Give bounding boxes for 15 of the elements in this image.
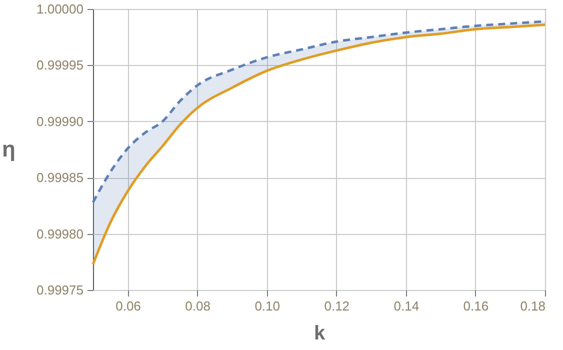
x-axis-title: k bbox=[314, 322, 326, 344]
y-tick-label: 0.99990 bbox=[36, 114, 84, 129]
x-tick-label: 0.14 bbox=[394, 298, 420, 314]
x-tick-label: 0.10 bbox=[254, 298, 280, 314]
y-tick-label: 1.00000 bbox=[36, 2, 84, 16]
y-tick-label: 0.99985 bbox=[36, 170, 84, 186]
y-tick-label: 0.99980 bbox=[36, 226, 84, 242]
y-tick-label: 0.99995 bbox=[36, 58, 84, 73]
x-tick-label: 0.16 bbox=[463, 298, 489, 314]
x-tick-label: 0.18 bbox=[520, 298, 546, 314]
y-axis-title: η bbox=[2, 136, 16, 162]
x-tick-label: 0.12 bbox=[324, 298, 350, 314]
x-tick-label: 0.06 bbox=[116, 298, 141, 314]
x-tick-label: 0.08 bbox=[185, 298, 210, 314]
y-tick-label: 0.99975 bbox=[36, 282, 84, 298]
